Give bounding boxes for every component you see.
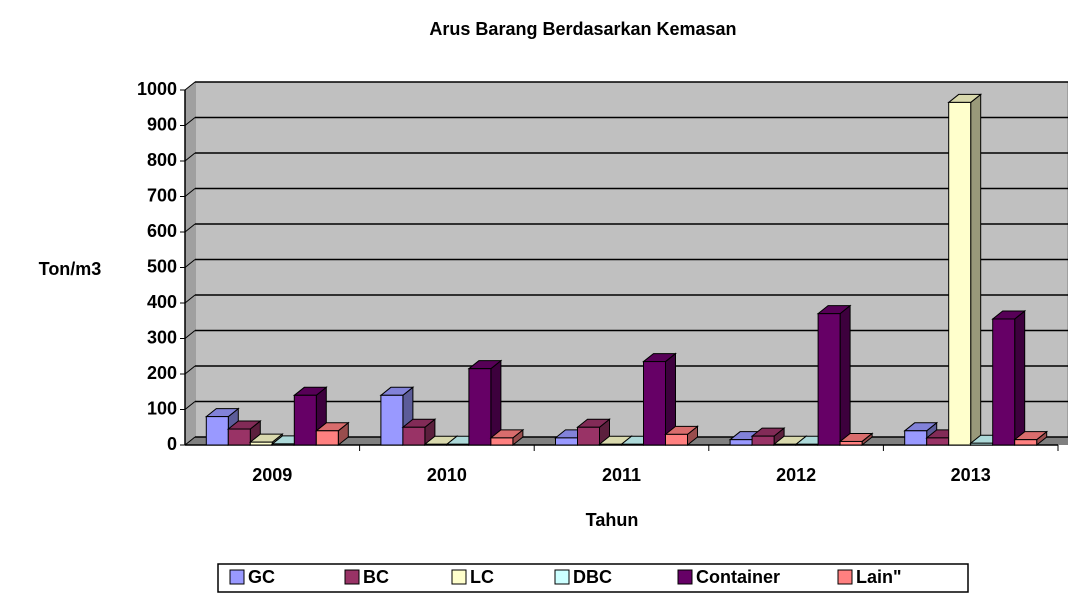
bar	[948, 101, 972, 446]
bar	[271, 443, 295, 446]
bar	[665, 433, 688, 446]
legend-swatch	[451, 569, 467, 585]
grid-line	[184, 188, 196, 197]
y-tick-label: 200	[147, 363, 177, 383]
grid-line	[184, 259, 196, 268]
grid-line	[184, 223, 196, 233]
bar	[205, 416, 229, 446]
y-tick-label: 100	[147, 398, 177, 418]
bar	[926, 437, 950, 446]
grid-line	[184, 436, 196, 446]
legend-swatch	[344, 569, 360, 585]
x-tick-label: 2011	[602, 465, 641, 485]
grid-line	[184, 117, 196, 126]
bar	[1014, 439, 1038, 446]
legend-label: BC	[363, 567, 389, 587]
legend-label: GC	[248, 567, 275, 587]
y-tick-label: 600	[147, 221, 177, 241]
bar	[490, 437, 514, 446]
y-tick-label: 800	[147, 150, 177, 170]
grid-line	[184, 365, 196, 375]
bar	[555, 437, 578, 446]
y-tick-label: 700	[147, 185, 177, 205]
legend-swatch	[229, 569, 245, 585]
grid-line	[184, 81, 196, 91]
y-axis-label: Ton/m3	[39, 259, 102, 279]
bar	[293, 394, 317, 446]
x-tick-label: 2010	[427, 465, 467, 485]
bar	[380, 394, 404, 446]
legend-label: DBC	[573, 567, 612, 587]
bar-side	[839, 304, 851, 447]
bar	[468, 368, 492, 446]
legend-label: Container	[696, 567, 780, 587]
chart-title: Arus Barang Berdasarkan Kemasan	[429, 19, 736, 39]
bar	[577, 426, 600, 446]
bar	[621, 443, 644, 446]
x-tick-label: 2013	[951, 465, 991, 485]
bar	[773, 443, 797, 446]
x-axis-label: Tahun	[586, 510, 639, 530]
bar	[424, 443, 448, 446]
y-tick-label: 400	[147, 292, 177, 312]
bar	[446, 443, 470, 446]
legend-swatch	[677, 569, 693, 585]
bar	[249, 441, 273, 446]
grid-line	[184, 330, 196, 339]
y-tick-label: 300	[147, 327, 177, 347]
bar-side	[970, 93, 982, 447]
bar	[795, 443, 819, 446]
y-tick-label: 900	[147, 114, 177, 134]
bar	[402, 426, 426, 446]
x-tick-label: 2009	[252, 465, 292, 485]
legend-swatch	[554, 569, 570, 585]
bar	[599, 443, 622, 446]
grid-line	[184, 152, 196, 162]
bar	[817, 313, 841, 446]
legend-swatch	[837, 569, 853, 585]
grid-line	[184, 294, 196, 304]
bar	[729, 439, 753, 446]
x-tick-label: 2012	[776, 465, 816, 485]
bar	[839, 440, 863, 446]
legend-label: LC	[470, 567, 494, 587]
bar-side	[1014, 309, 1026, 447]
grid-line	[184, 401, 196, 410]
bar	[992, 318, 1016, 446]
bar	[970, 442, 994, 446]
bar	[315, 430, 339, 446]
bar	[643, 361, 666, 446]
bar	[751, 435, 775, 446]
bar	[227, 428, 251, 446]
legend-label: Lain"	[856, 567, 902, 587]
y-tick-label: 1000	[137, 79, 177, 99]
bar	[904, 430, 928, 446]
y-tick-label: 0	[167, 434, 177, 454]
y-tick-label: 500	[147, 256, 177, 276]
